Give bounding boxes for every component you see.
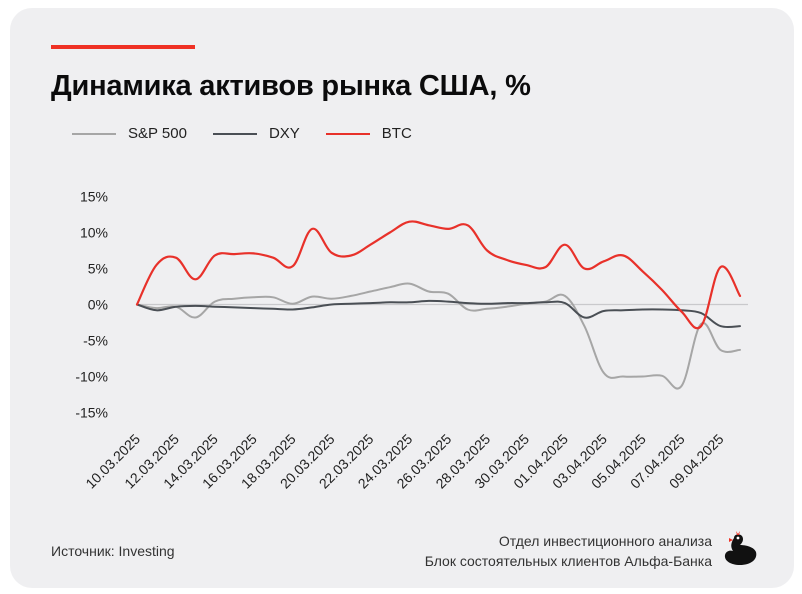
legend-item-sp500: S&P 500 bbox=[72, 125, 187, 142]
series-line-sp500 bbox=[136, 282, 741, 390]
legend-item-btc: BTC bbox=[325, 125, 412, 142]
credit-line-1: Отдел инвестиционного анализа bbox=[498, 533, 712, 549]
legend-label-dxy: DXY bbox=[268, 125, 300, 142]
y-tick-label: 5% bbox=[88, 261, 108, 277]
series-line-dxy bbox=[136, 299, 741, 329]
legend: S&P 500 DXY BTC bbox=[72, 125, 438, 142]
y-tick-label: 15% bbox=[80, 189, 108, 205]
legend-label-btc: BTC bbox=[381, 125, 412, 142]
legend-label-sp500: S&P 500 bbox=[128, 125, 187, 142]
credit-line-2: Блок состоятельных клиентов Альфа-Банка bbox=[424, 553, 712, 569]
legend-swatch-sp500 bbox=[72, 132, 116, 135]
accent-bar bbox=[51, 45, 195, 49]
chart-title: Динамика активов рынка США, % bbox=[51, 70, 531, 102]
y-tick-label: -5% bbox=[83, 333, 108, 349]
y-tick-label: 0% bbox=[88, 297, 108, 313]
y-tick-label: 10% bbox=[80, 225, 108, 241]
source-note: Источник: Investing bbox=[51, 543, 175, 559]
y-tick-label: -15% bbox=[75, 405, 108, 421]
legend-swatch-dxy bbox=[212, 132, 257, 135]
credits: Отдел инвестиционного анализа Блок состо… bbox=[425, 531, 712, 571]
series-line-btc bbox=[135, 220, 742, 330]
legend-item-dxy: DXY bbox=[212, 125, 300, 142]
duck-logo-icon bbox=[724, 531, 757, 565]
legend-swatch-btc bbox=[325, 132, 370, 135]
y-tick-label: -10% bbox=[75, 369, 108, 385]
